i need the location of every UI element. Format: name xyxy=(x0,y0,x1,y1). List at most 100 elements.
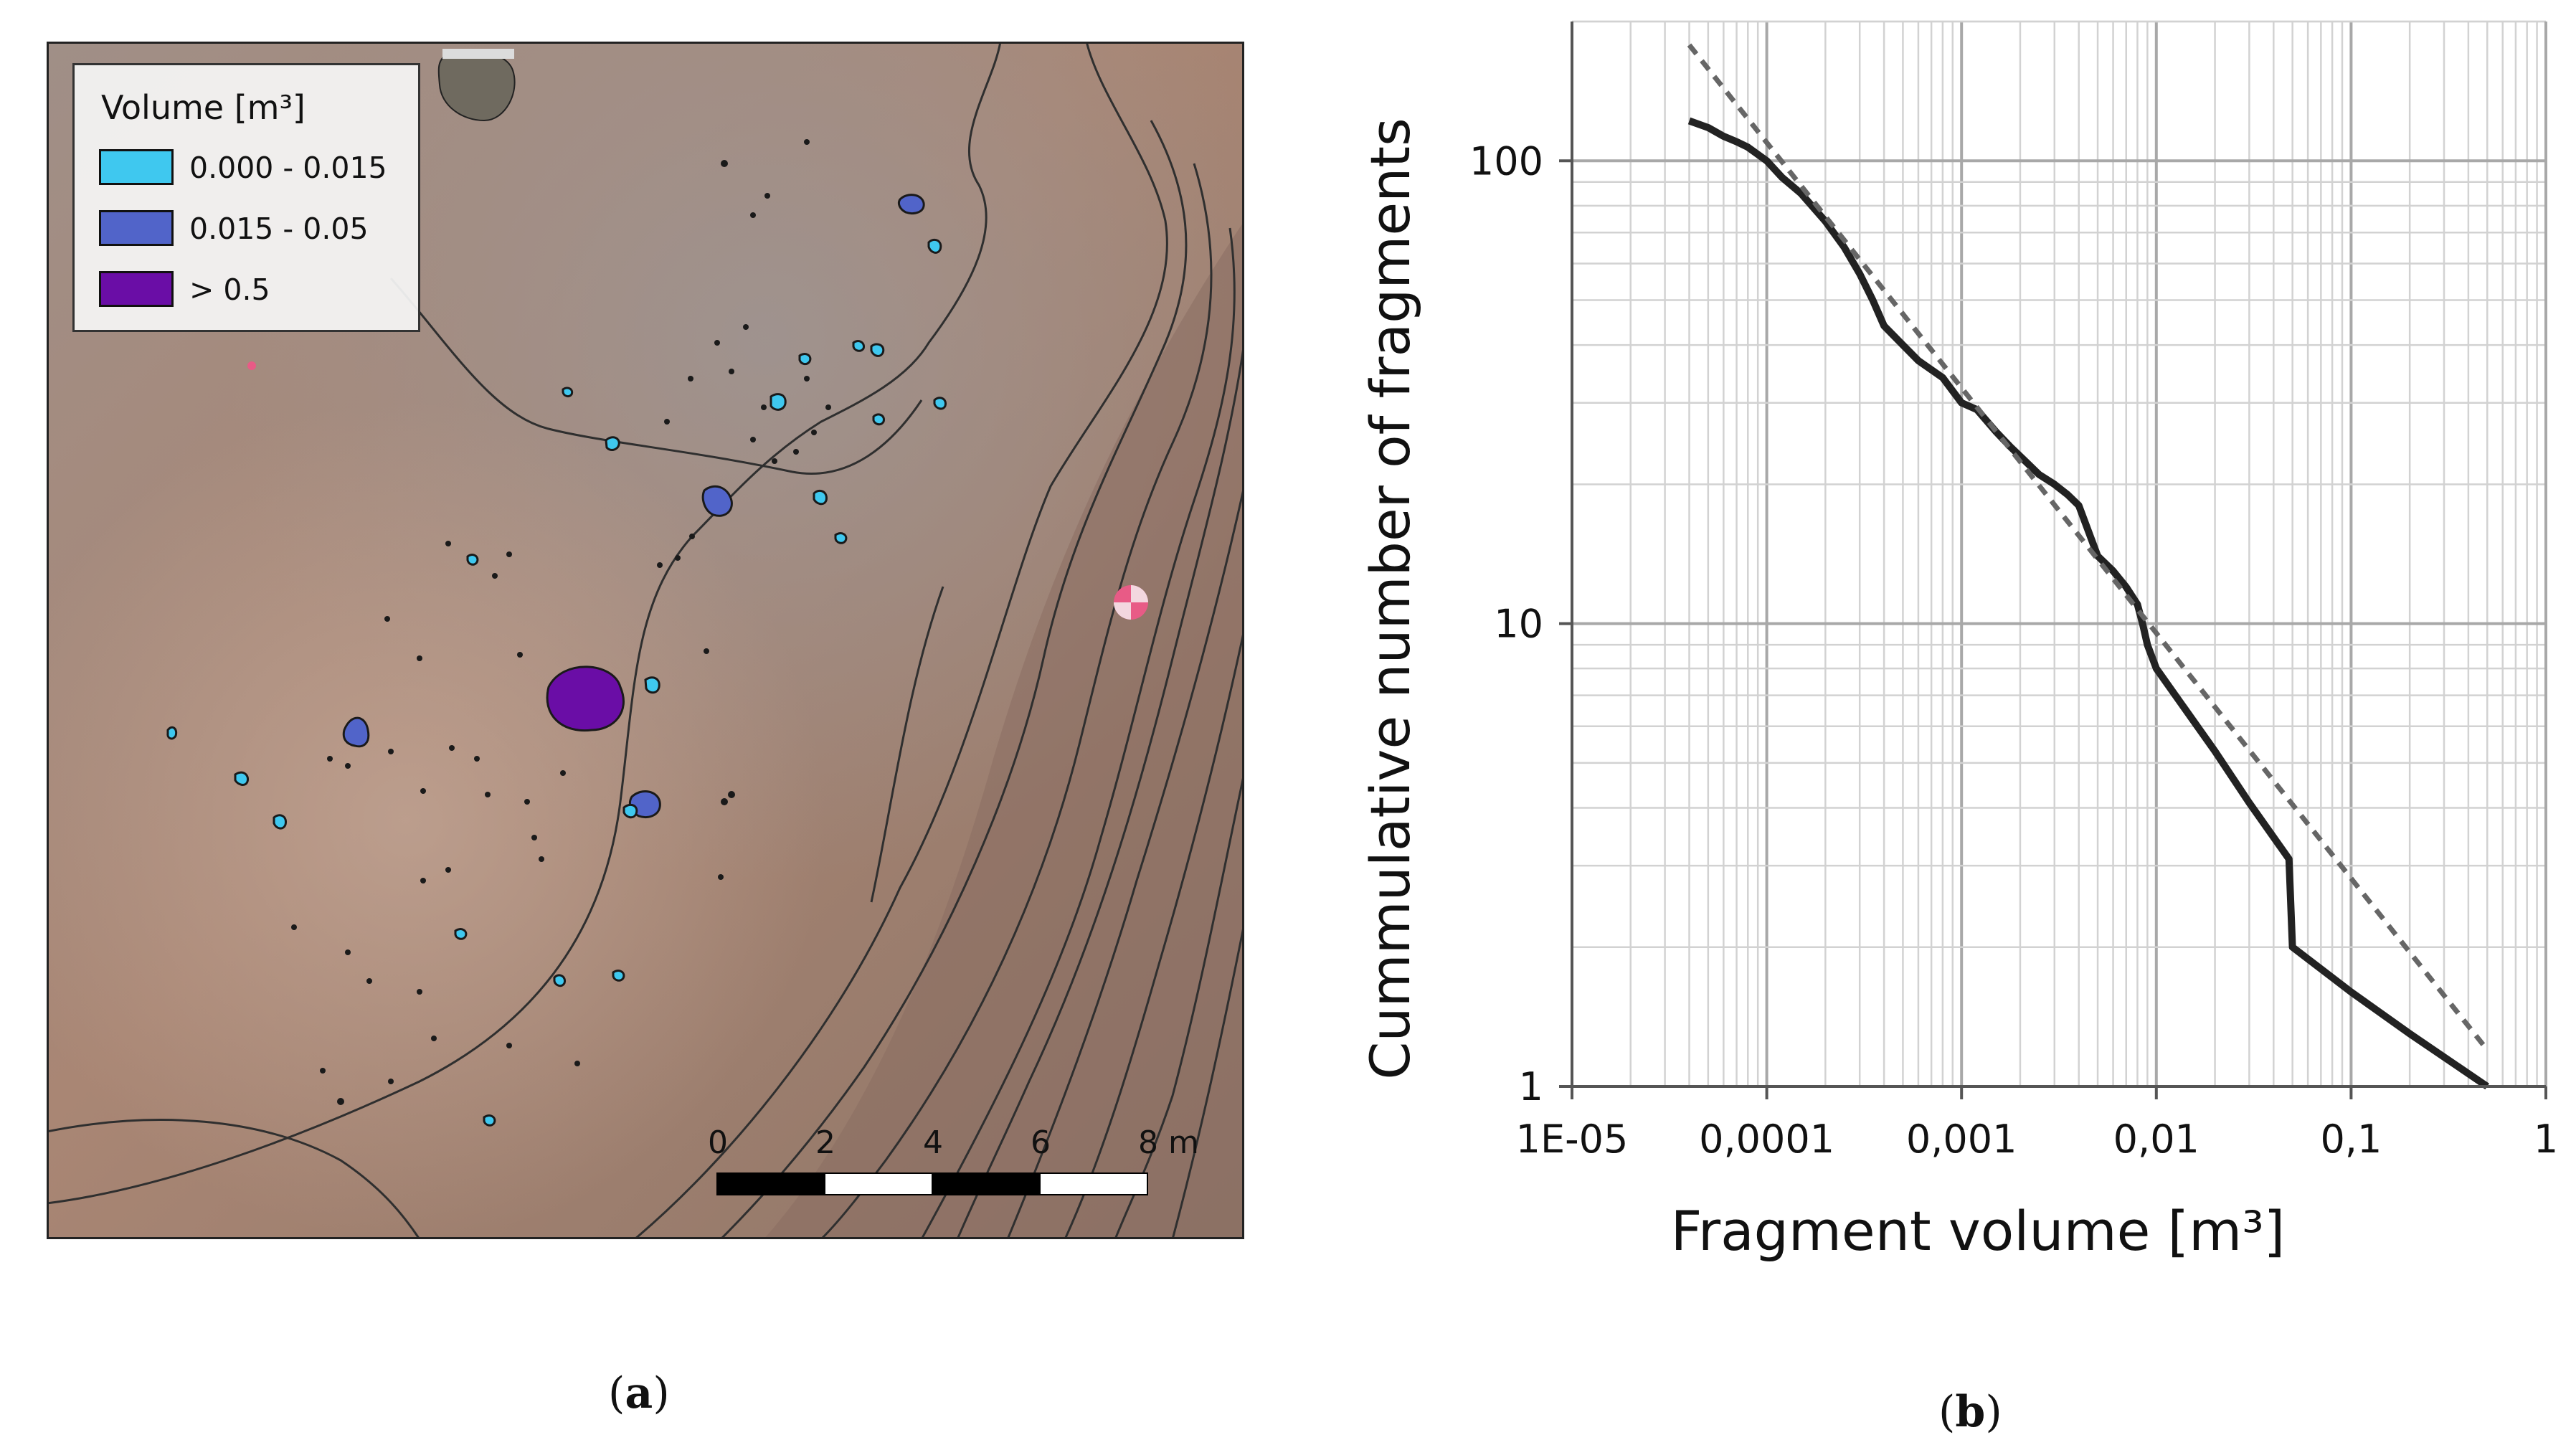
panel-a-label: (a) xyxy=(608,1368,670,1418)
fragment-medium xyxy=(342,716,370,748)
fragment-dot xyxy=(560,770,566,776)
fragment-small xyxy=(813,489,828,506)
fragment-dot xyxy=(728,791,735,798)
fragment-small xyxy=(612,970,625,982)
fragment-dots xyxy=(291,139,831,1105)
fragment-dot xyxy=(825,404,831,410)
fragment-dot xyxy=(445,541,451,546)
scalebar-segment xyxy=(932,1172,1041,1195)
fragment-small xyxy=(273,814,287,830)
legend-swatch xyxy=(99,210,174,246)
fragment-dot xyxy=(804,376,810,382)
scalebar xyxy=(716,1172,1148,1195)
map-frame xyxy=(47,42,1244,1239)
chart-grid xyxy=(1571,20,2547,1088)
y-tick-label: 100 xyxy=(1469,138,1543,184)
fragment-small xyxy=(644,676,660,694)
y-tick-label: 10 xyxy=(1494,602,1543,647)
fragment-dot xyxy=(721,798,728,805)
fragment-medium xyxy=(701,485,733,517)
x-tick-label: 0,001 xyxy=(1906,1117,2017,1162)
map-legend: Volume [m³] 0.000 - 0.015 0.015 - 0.05 >… xyxy=(72,63,420,332)
fragment-dot xyxy=(417,655,422,661)
fragment-dot xyxy=(517,652,523,658)
y-axis-label: Cummulative number of fragments xyxy=(1358,118,1422,1079)
fragment-small xyxy=(798,353,812,366)
contour-line xyxy=(1064,629,1244,1239)
fragment-dot xyxy=(718,874,724,880)
fragment-dot xyxy=(492,573,498,579)
panel-b-label: (b) xyxy=(1938,1387,2002,1437)
target-marker-quadrants xyxy=(1114,585,1148,620)
fragment-small xyxy=(834,532,848,544)
contour-line xyxy=(719,120,1188,1239)
fragment-dot xyxy=(657,562,663,568)
fragment-dot xyxy=(764,193,770,199)
fragment-dot xyxy=(714,340,720,346)
fragment-small xyxy=(927,238,942,254)
fragment-dot xyxy=(320,1068,326,1074)
fragment-dot xyxy=(704,648,709,654)
panel-a-letter: a xyxy=(625,1368,653,1418)
fragment-dot xyxy=(689,534,695,539)
fragment-small xyxy=(562,387,574,398)
fragment-dot xyxy=(388,1079,394,1084)
scalebar-label: 8 m xyxy=(1138,1124,1199,1161)
x-tick-label: 1 xyxy=(2534,1117,2558,1162)
x-tick-label: 0,0001 xyxy=(1699,1117,1834,1162)
scalebar-segment xyxy=(824,1172,933,1195)
panel-b-letter: b xyxy=(1955,1387,1986,1437)
contour-line xyxy=(1171,923,1244,1239)
fragment-small xyxy=(770,393,787,411)
fragment-small xyxy=(872,413,886,426)
cumulative-fragment-chart: 1E-05 0,0001 0,001 0,01 0,1 1 1 10 100 Fragment … xyxy=(1358,20,2558,1263)
fragment-dot xyxy=(420,878,426,883)
fragment-dot xyxy=(750,212,756,218)
x-tick-label: 0,01 xyxy=(2113,1117,2199,1162)
fragment-dot xyxy=(761,404,767,410)
marker-pink xyxy=(247,361,256,370)
chart-ticks: 1E-05 0,0001 0,001 0,01 0,1 1 1 10 100 xyxy=(1469,138,2558,1162)
fragment-large xyxy=(546,665,625,732)
chart-series xyxy=(1687,43,2490,1090)
contour-line xyxy=(956,342,1244,1239)
fragment-small xyxy=(933,397,947,410)
scalebar-label: 4 xyxy=(923,1124,943,1161)
fragment-dot xyxy=(675,555,681,561)
legend-label: 0.000 - 0.015 xyxy=(189,151,387,185)
fragment-small xyxy=(466,554,479,566)
fragment-small xyxy=(870,343,885,357)
fragment-dot xyxy=(506,551,512,557)
scalebar-label: 2 xyxy=(815,1124,835,1161)
fragment-dot xyxy=(574,1061,580,1066)
fragment-dot xyxy=(772,458,777,464)
scalebar-label: 6 xyxy=(1031,1124,1051,1161)
contour-line xyxy=(920,227,1236,1239)
legend-label: 0.015 - 0.05 xyxy=(189,212,369,246)
fragment-dot xyxy=(431,1036,437,1041)
fragment-dot xyxy=(345,763,351,769)
fragment-dot xyxy=(345,949,351,955)
fragment-small xyxy=(454,928,468,940)
fragment-small xyxy=(166,726,178,740)
fragment-dot xyxy=(721,160,728,167)
x-tick-label: 1E-05 xyxy=(1516,1117,1629,1162)
fragment-dot xyxy=(445,867,451,873)
fragment-dot xyxy=(485,792,491,797)
legend-swatch xyxy=(99,149,174,185)
fragment-dot xyxy=(474,756,480,762)
fragment-dot xyxy=(524,799,530,805)
fragment-dot xyxy=(366,978,372,984)
y-tick-label: 1 xyxy=(1519,1064,1543,1109)
fragment-dot xyxy=(384,616,390,622)
fragment-dot xyxy=(750,437,756,442)
fragment-dot xyxy=(327,756,333,762)
contour-line xyxy=(47,42,1002,1205)
legend-swatch xyxy=(99,271,174,307)
contour-line xyxy=(1006,485,1244,1239)
fragment-dot xyxy=(388,749,394,754)
fragment-small xyxy=(852,340,866,352)
scalebar-label: 0 xyxy=(708,1124,728,1161)
fragment-dot xyxy=(743,324,749,330)
series-line-fit xyxy=(1687,43,2489,1052)
